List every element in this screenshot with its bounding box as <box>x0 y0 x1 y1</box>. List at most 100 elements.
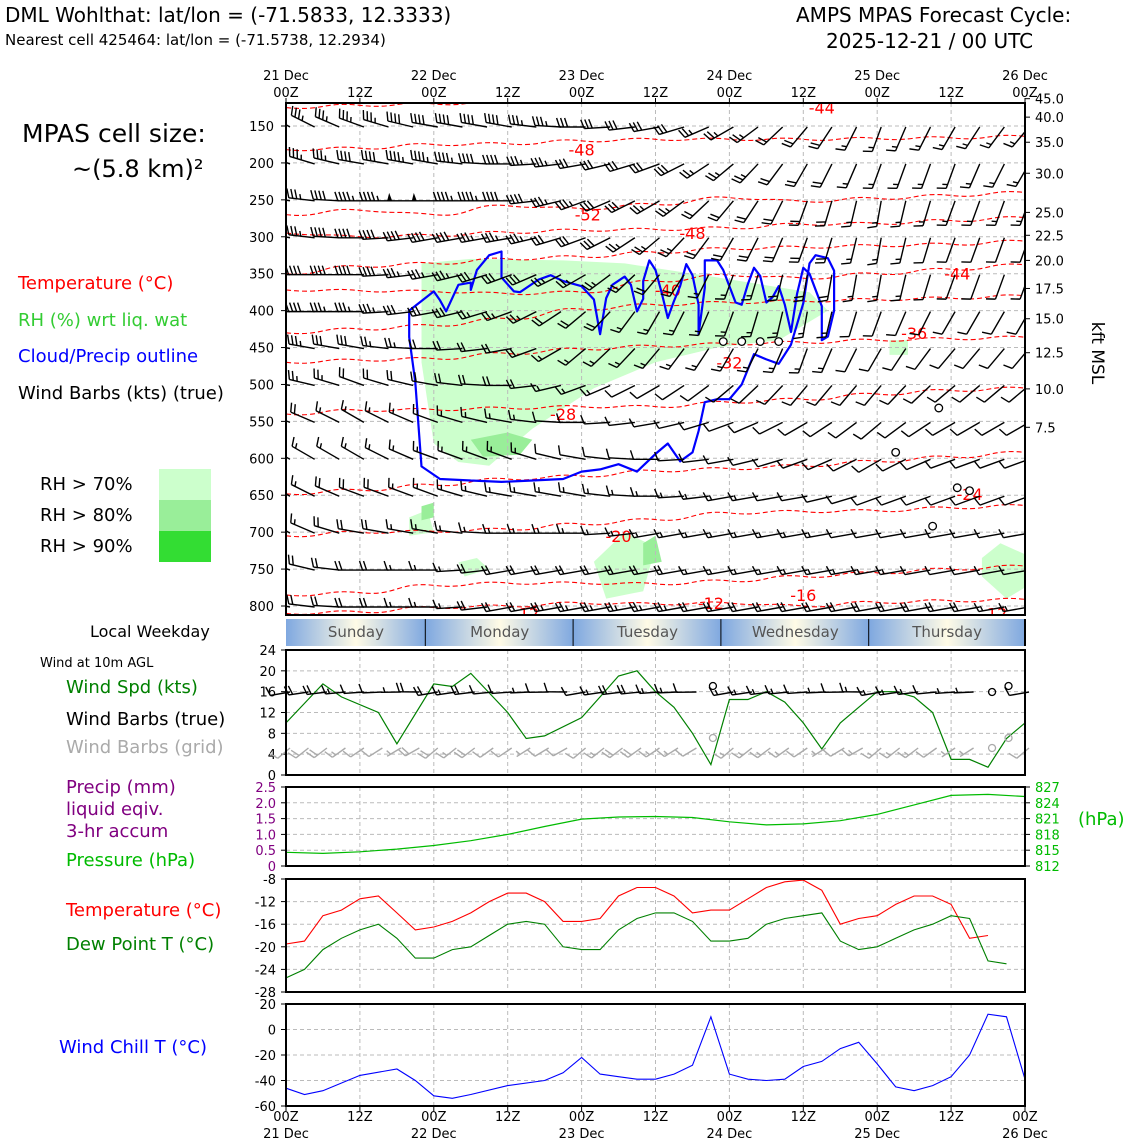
barb-full <box>366 303 372 313</box>
barb-shaft <box>313 235 340 239</box>
barb-full <box>816 258 826 260</box>
barb-full <box>286 188 290 198</box>
barb-full <box>363 477 366 488</box>
barb-half <box>942 220 948 223</box>
barb-half <box>737 751 743 757</box>
barb-half <box>746 331 752 334</box>
wind-barb <box>310 189 340 202</box>
barb-shaft <box>313 198 340 202</box>
barb-half <box>862 689 867 696</box>
barb-half <box>895 295 901 298</box>
wind-barb <box>386 111 414 128</box>
wind-barb <box>629 487 660 497</box>
barb-shaft <box>362 310 389 314</box>
barb-full <box>459 309 467 319</box>
wind-barb <box>334 265 364 276</box>
wind-barb <box>457 374 488 387</box>
barb-full <box>633 290 644 296</box>
barb-full <box>358 304 364 314</box>
barb-full <box>385 149 389 160</box>
barb-full <box>411 269 417 279</box>
barb-shaft <box>491 691 512 695</box>
barb-shaft <box>668 348 685 370</box>
wind-barb <box>899 458 931 471</box>
barb-full <box>393 151 397 161</box>
weekday-band <box>425 619 574 646</box>
barb-shaft <box>485 121 512 128</box>
barb-full <box>364 150 368 161</box>
barb-full <box>313 265 318 275</box>
wind-barb <box>460 480 488 497</box>
barb-full <box>510 442 513 452</box>
barb-full <box>635 684 641 694</box>
barb-full <box>767 299 777 302</box>
barb-half <box>885 751 891 757</box>
barb-full <box>432 191 438 202</box>
barb-full <box>812 181 823 185</box>
barb-full <box>313 516 316 526</box>
wind-barb <box>453 747 476 759</box>
barb-full <box>417 752 426 759</box>
wind-barb <box>534 443 562 460</box>
wind-barb <box>850 565 882 576</box>
barb-half <box>640 245 647 250</box>
wind-barb <box>850 602 882 613</box>
rh80-region <box>470 432 533 457</box>
pressure-axis-tick-label: 812 <box>1035 860 1060 875</box>
barb-shaft <box>771 237 784 262</box>
wind-barb <box>788 348 808 374</box>
barb-shaft <box>830 532 857 539</box>
barb-full <box>660 164 669 173</box>
barb-full <box>360 519 364 529</box>
barb-shaft <box>899 274 907 301</box>
barb-shaft <box>797 200 808 226</box>
wind-barb <box>679 384 710 402</box>
station-title: DML Wohlthat: lat/lon = (-71.5833, 12.33… <box>5 3 452 27</box>
wind-barb <box>924 495 956 506</box>
barb-half <box>438 566 442 572</box>
temperature-contour-label: -12 <box>981 604 1007 623</box>
barb-full <box>632 565 639 575</box>
barb-full <box>358 191 364 202</box>
barb-half <box>589 605 594 611</box>
wind-barb <box>336 334 365 350</box>
wind-barb <box>580 414 611 425</box>
barb-shaft <box>338 158 365 165</box>
barb-shaft <box>923 747 938 758</box>
barb-shaft <box>784 421 808 436</box>
barb-shaft <box>881 495 907 506</box>
barb-full <box>334 191 339 202</box>
barb-full <box>636 121 643 131</box>
barb-full <box>370 112 372 122</box>
wind-barb <box>456 309 488 320</box>
wind-barb <box>751 565 783 576</box>
wind-barb <box>334 597 364 608</box>
barb-half <box>368 407 371 413</box>
barb-shaft <box>994 200 1006 226</box>
barb-full <box>786 180 797 184</box>
barb-half <box>714 689 719 696</box>
wind-barb <box>924 565 956 576</box>
barb-half <box>585 689 589 695</box>
barb-full <box>924 528 931 539</box>
wind-barb <box>434 112 463 128</box>
wind-barb <box>557 445 586 460</box>
barb-full <box>793 295 804 299</box>
barb-full <box>655 210 664 217</box>
barb-shaft <box>277 747 291 759</box>
barb-full <box>776 492 783 502</box>
wind-barb <box>734 200 759 224</box>
barb-full <box>324 751 333 758</box>
barb-full <box>482 154 487 165</box>
barb-shaft <box>978 532 1005 539</box>
wind-barb <box>951 384 981 403</box>
barb-full <box>539 116 544 127</box>
barb-full <box>310 189 314 200</box>
wind-barb <box>974 421 1005 436</box>
wind-barb <box>397 747 420 757</box>
wind-barb <box>653 683 679 694</box>
barb-half <box>846 258 852 261</box>
barb-full <box>763 218 773 222</box>
barb-shaft <box>945 237 956 263</box>
barb-full <box>932 331 943 335</box>
